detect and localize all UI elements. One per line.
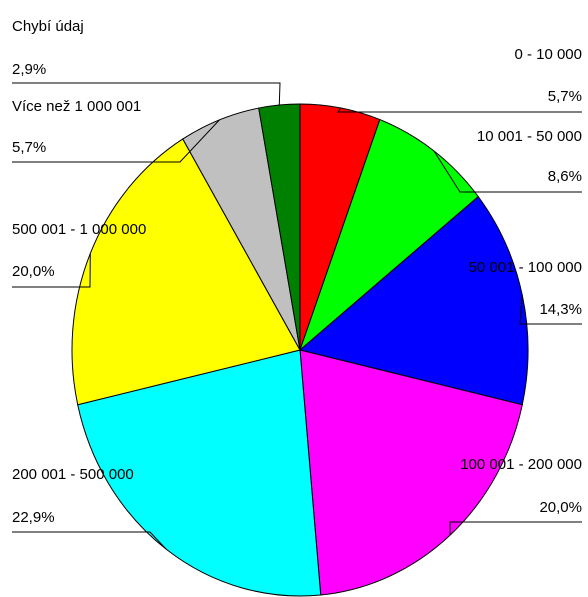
slice-label: 500 001 - 1 000 000	[12, 221, 146, 238]
slice-value-label: 22,9%	[12, 509, 55, 526]
slice-label: 0 - 10 000	[514, 46, 582, 63]
leader-line	[12, 253, 91, 288]
slice-label: 100 001 - 200 000	[460, 456, 582, 473]
leader-line	[12, 531, 167, 550]
slice-value-label: 2,9%	[12, 61, 46, 78]
slice-value-label: 5,7%	[12, 139, 46, 156]
slice-label: Více než 1 000 001	[12, 98, 141, 115]
slice-label: 10 001 - 50 000	[477, 128, 582, 145]
slice-label: 50 001 - 100 000	[469, 259, 582, 276]
pie-slice	[299, 349, 523, 596]
leader-line	[12, 82, 281, 106]
pie-slice	[71, 138, 301, 406]
slice-value-label: 14,3%	[539, 301, 582, 318]
pie-slice	[77, 349, 322, 597]
leader-line	[12, 119, 220, 163]
slice-label: Chybí údaj	[12, 18, 84, 35]
slice-value-label: 20,0%	[539, 499, 582, 516]
slice-label: 200 001 - 500 000	[12, 466, 134, 483]
slice-value-label: 8,6%	[548, 168, 582, 185]
leader-line	[449, 521, 582, 536]
leader-line	[433, 150, 582, 193]
leader-line	[519, 295, 582, 325]
slice-value-label: 20,0%	[12, 263, 55, 280]
slice-value-label: 5,7%	[548, 88, 582, 105]
leader-line	[337, 107, 582, 113]
